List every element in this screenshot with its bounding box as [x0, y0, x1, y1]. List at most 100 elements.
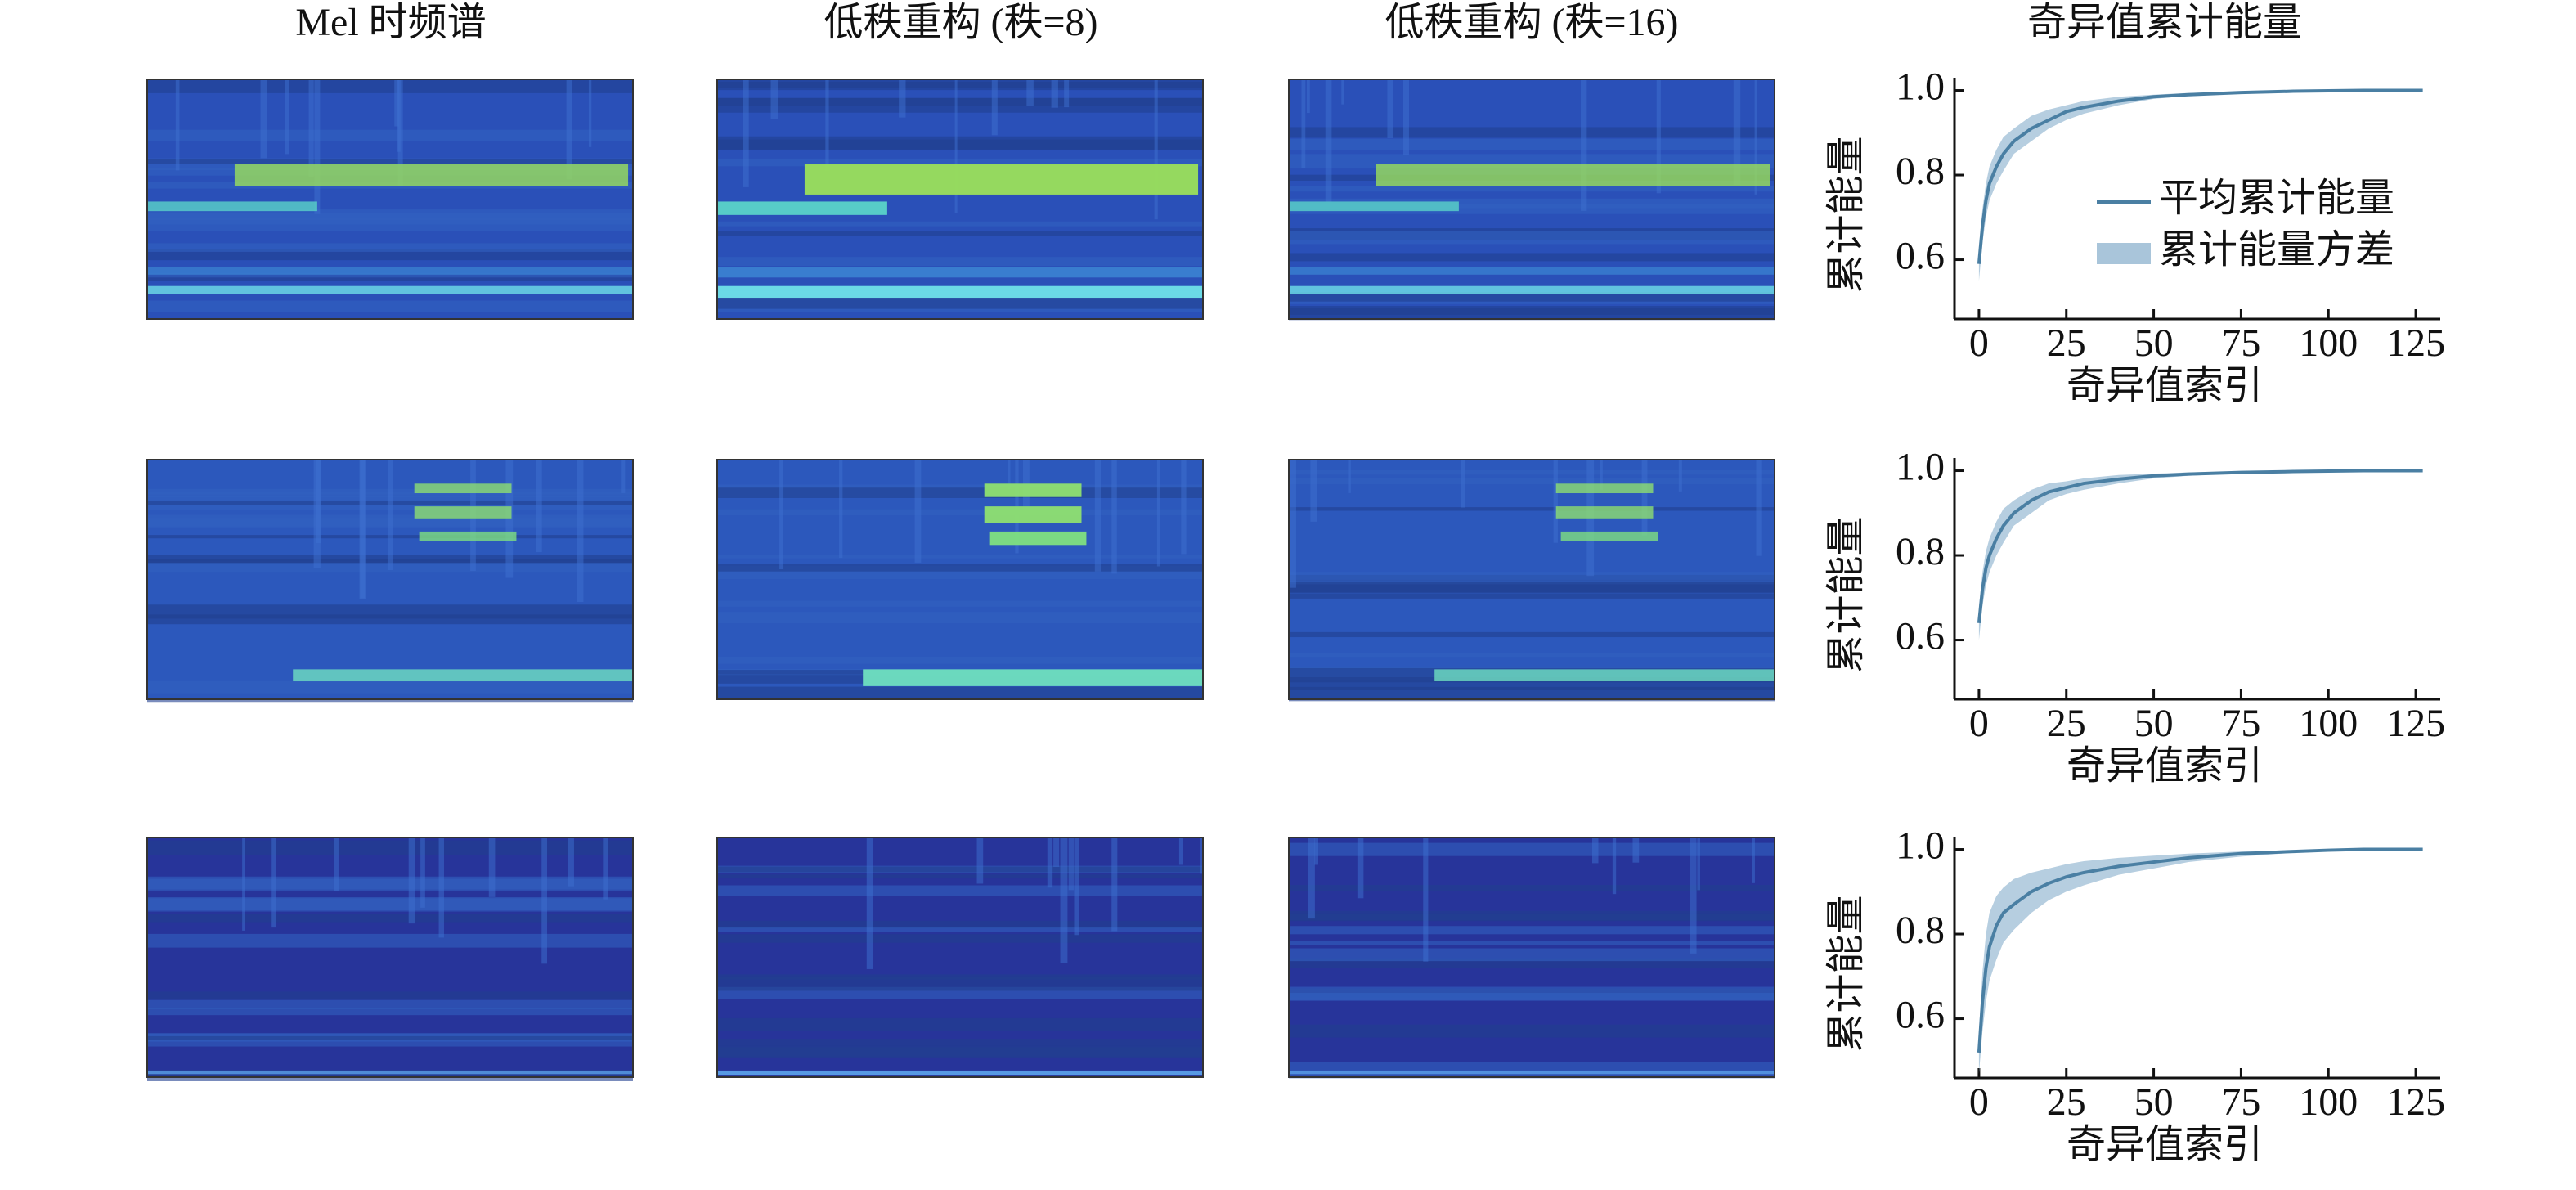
- spectrogram-streak: [285, 79, 289, 155]
- spectrogram-band: [147, 201, 317, 212]
- spectrogram-streak: [1678, 460, 1682, 492]
- x-tick-label: 125: [2386, 1080, 2445, 1124]
- spectrogram-streak: [1697, 837, 1701, 891]
- spectrogram-streak: [1289, 231, 1775, 245]
- spectrogram-streak: [175, 79, 180, 171]
- spectrogram-band: [1434, 669, 1775, 682]
- spectrogram-streak: [603, 837, 608, 900]
- spectrogram-streak: [1289, 127, 1775, 138]
- spectrogram-streak: [743, 79, 749, 187]
- y-tick-label: 0.8: [1896, 150, 1945, 193]
- spectrogram-streak: [717, 509, 1203, 516]
- spectrogram-streak: [1314, 837, 1319, 865]
- spectrogram-streak: [1289, 572, 1775, 585]
- spectrogram: [146, 459, 634, 703]
- spectrogram-streak: [1094, 460, 1102, 572]
- spectrogram-streak: [271, 837, 276, 928]
- spectrogram-streak: [717, 656, 1203, 664]
- spectrogram-streak: [1178, 837, 1183, 865]
- spectrogram-streak: [1289, 253, 1775, 262]
- spectrogram: [146, 79, 634, 320]
- spectrogram-frame: [146, 837, 634, 1078]
- spectrogram-streak: [588, 79, 592, 147]
- spectrogram: [1288, 837, 1775, 1079]
- spectrogram-streak: [1387, 79, 1393, 138]
- spectrogram-streak: [1154, 79, 1158, 220]
- spectrogram-streak: [1064, 79, 1070, 108]
- spectrogram-streak: [308, 79, 314, 177]
- spectrogram-streak: [488, 837, 496, 897]
- mean-line: [1977, 88, 2423, 264]
- spectrogram-streak: [1181, 460, 1187, 555]
- x-tick-label: 0: [1969, 1080, 1989, 1124]
- spectrogram-streak: [717, 1017, 1203, 1031]
- x-tick-label: 25: [2047, 702, 2086, 745]
- y-tick-label: 1.0: [1896, 446, 1945, 489]
- spectrogram-streak: [408, 837, 415, 924]
- spectrogram-streak: [147, 1035, 633, 1040]
- spectrogram-streak: [577, 460, 584, 603]
- spectrogram-band: [984, 483, 1082, 497]
- spectrogram-streak: [1357, 837, 1364, 899]
- spectrogram-streak: [147, 1008, 633, 1016]
- spectrogram-streak: [1289, 198, 1775, 209]
- y-tick-label: 1.0: [1896, 65, 1945, 109]
- x-tick-label: 0: [1969, 321, 1989, 365]
- spectrogram-band: [147, 267, 633, 275]
- x-tick-label: 50: [2134, 1080, 2174, 1124]
- spectrogram-streak: [1591, 837, 1599, 864]
- spectrogram-band: [1289, 201, 1459, 212]
- column-title: 低秩重构 (秩=16): [1384, 1, 1678, 44]
- y-tick-label: 0.8: [1896, 909, 1945, 952]
- spectrogram-streak: [1007, 460, 1011, 489]
- y-tick-label: 1.0: [1896, 824, 1945, 868]
- x-tick-label: 25: [2047, 1080, 2086, 1124]
- spectrogram-streak: [621, 460, 626, 493]
- spectrogram-streak: [1156, 460, 1160, 567]
- spectrogram-streak: [147, 614, 633, 625]
- spectrogram-streak: [717, 221, 1203, 227]
- spectrogram-streak: [1200, 837, 1204, 874]
- spectrogram-band: [717, 267, 1203, 278]
- y-tick-label: 0.6: [1896, 615, 1945, 658]
- x-tick-label: 100: [2299, 321, 2358, 365]
- spectrogram-frame: [146, 459, 634, 700]
- spectrogram: [146, 837, 634, 1081]
- spectrogram-streak: [566, 79, 572, 180]
- spectrogram-streak: [1289, 993, 1775, 1001]
- spectrogram-streak: [1656, 79, 1661, 194]
- spectrogram-streak: [1289, 593, 1775, 599]
- spectrogram-streak: [1308, 837, 1315, 919]
- spectrogram-streak: [147, 275, 633, 281]
- spectrogram-streak: [1289, 842, 1775, 856]
- spectrogram-streak: [717, 79, 1203, 91]
- spectrogram-streak: [976, 837, 984, 884]
- spectrogram-streak: [717, 866, 1203, 873]
- spectrogram-streak: [1289, 1024, 1775, 1038]
- spectrogram-streak: [717, 136, 1203, 150]
- spectrogram-streak: [1026, 79, 1034, 106]
- spectrogram-streak: [1289, 186, 1775, 192]
- spectrogram-frame: [716, 459, 1204, 700]
- spectrogram-streak: [147, 159, 633, 164]
- spectrogram-streak: [147, 680, 633, 694]
- spectrogram-streak: [1289, 631, 1775, 638]
- spectrogram-streak: [394, 79, 399, 127]
- spectrogram-streak: [147, 876, 633, 890]
- spectrogram-streak: [1289, 686, 1775, 702]
- spectrogram-band: [419, 531, 517, 541]
- spectrogram-streak: [1289, 913, 1775, 921]
- y-axis-label: 累计能量: [1824, 895, 1868, 1052]
- spectrogram-streak: [1754, 79, 1757, 195]
- mean-line: [1977, 469, 2423, 624]
- spectrogram-streak: [717, 612, 1203, 624]
- x-tick-label: 0: [1969, 702, 1989, 745]
- spectrogram-streak: [1051, 79, 1058, 108]
- spectrogram-frame: [716, 79, 1204, 320]
- y-tick-label: 0.6: [1896, 994, 1945, 1037]
- spectrogram: [716, 79, 1204, 320]
- spectrogram-streak: [1289, 204, 1775, 214]
- spectrogram-streak: [717, 1045, 1203, 1057]
- spectrogram-streak: [1111, 837, 1118, 932]
